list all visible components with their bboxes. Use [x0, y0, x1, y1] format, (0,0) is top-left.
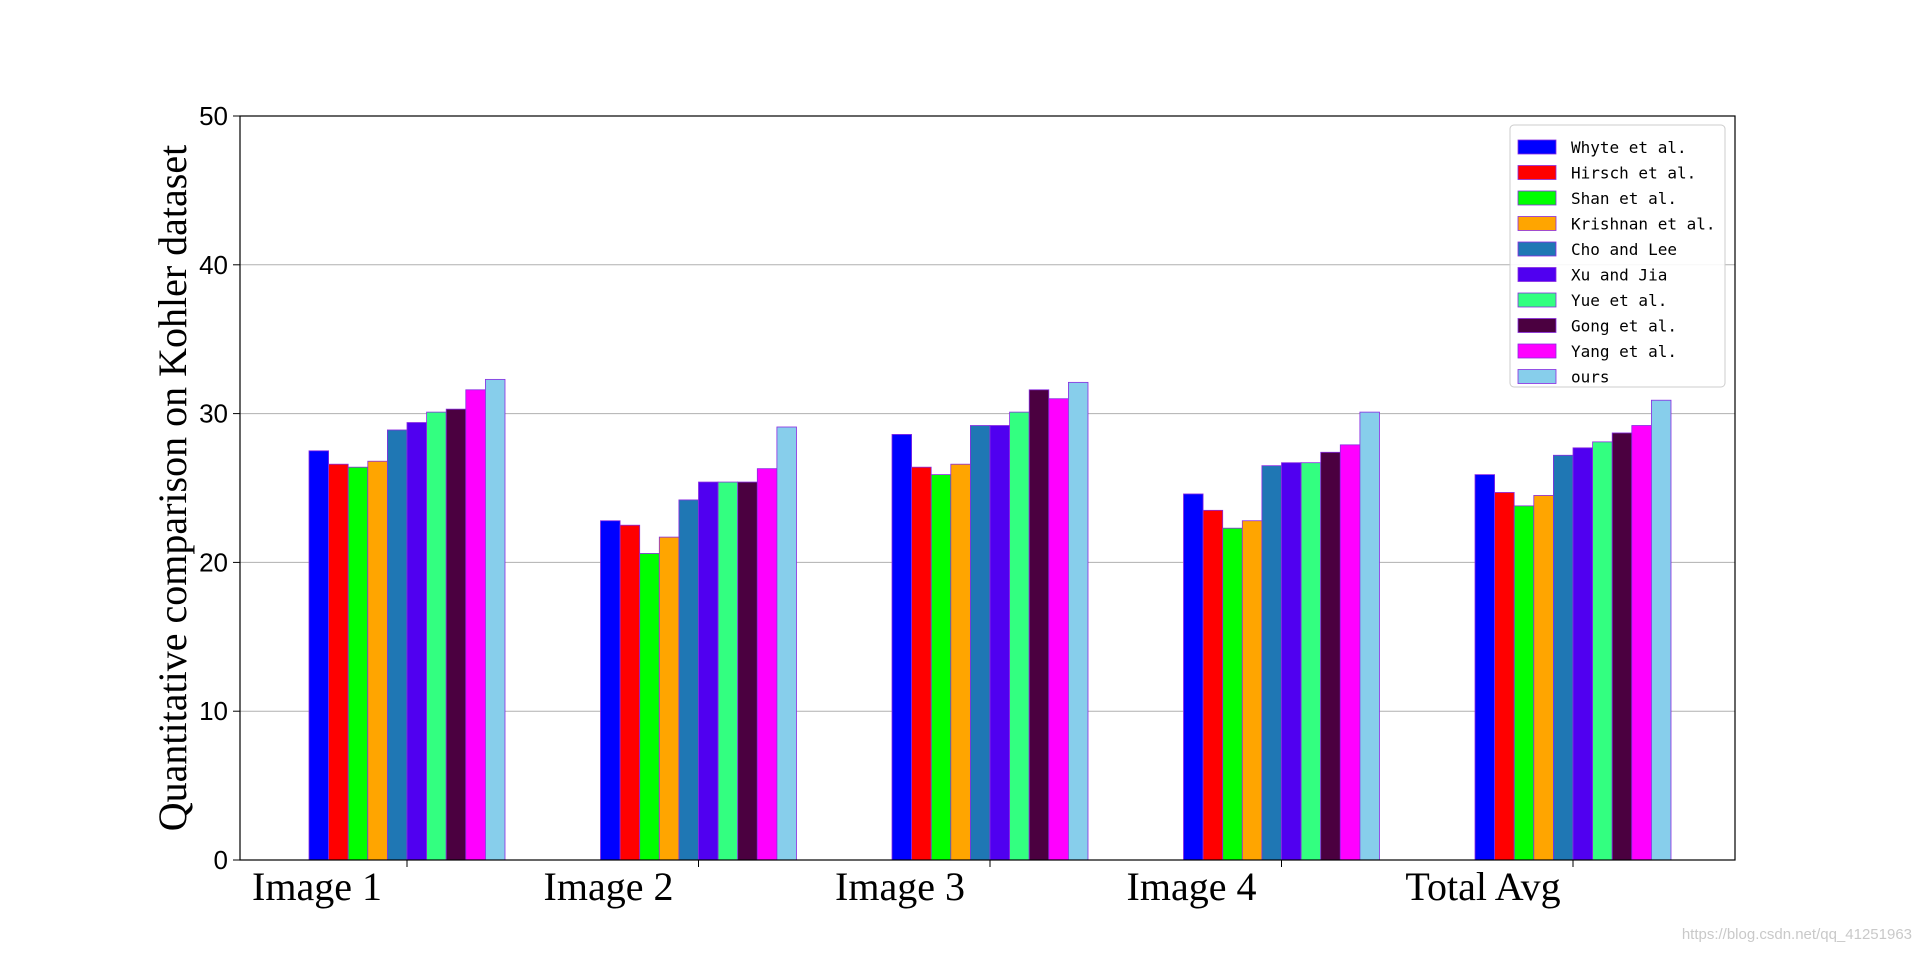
bar-xu-and-jia-0 — [406, 422, 428, 861]
bar-shan-et-al--3 — [1222, 527, 1243, 861]
bar-hirsch-et-al--3 — [1202, 509, 1224, 861]
bar-krishnan-et-al--2 — [950, 463, 971, 861]
bar-krishnan-et-al--1 — [658, 536, 680, 861]
legend-swatch — [1517, 369, 1557, 384]
bar-cho-and-lee-2 — [970, 425, 991, 861]
bar-yang-et-al--1 — [756, 468, 778, 861]
watermark: https://blog.csdn.net/qq_41251963 — [1681, 926, 1912, 943]
y-tick-label: 50 — [199, 101, 228, 131]
bar-ours-1 — [776, 426, 797, 861]
bar-yue-et-al--3 — [1300, 462, 1322, 861]
bar-cho-and-lee-4 — [1553, 454, 1574, 861]
legend-swatch — [1517, 216, 1557, 231]
bar-yue-et-al--2 — [1009, 411, 1030, 861]
bar-hirsch-et-al--1 — [619, 524, 641, 861]
bar-shan-et-al--2 — [930, 474, 952, 861]
legend-swatch — [1517, 318, 1557, 333]
plot-frame — [239, 115, 1736, 861]
bar-gong-et-al--0 — [445, 408, 467, 861]
bar-whyte-et-al--2 — [891, 434, 913, 861]
legend-swatch — [1517, 343, 1557, 359]
bar-yang-et-al--0 — [465, 389, 486, 861]
bar-xu-and-jia-2 — [989, 425, 1011, 861]
bar-whyte-et-al--1 — [600, 520, 621, 861]
bar-whyte-et-al--4 — [1474, 474, 1496, 861]
legend-swatch — [1517, 267, 1557, 282]
bar-hirsch-et-al--2 — [911, 466, 932, 861]
bar-gong-et-al--3 — [1320, 451, 1341, 861]
legend-label: Hirsch et al. — [1571, 164, 1696, 183]
legend-label: Xu and Jia — [1571, 266, 1667, 285]
bar-gong-et-al--2 — [1028, 389, 1050, 861]
legend-swatch — [1517, 165, 1557, 180]
bar-cho-and-lee-0 — [386, 429, 408, 861]
bar-hirsch-et-al--0 — [328, 463, 349, 861]
x-tick-label: Image 1 — [252, 864, 382, 909]
bar-ours-2 — [1068, 381, 1089, 861]
x-tick-label: Image 4 — [1127, 864, 1257, 909]
legend-label: Whyte et al. — [1571, 138, 1687, 157]
y-axis-ticks: 0 10 20 30 40 50 — [199, 101, 240, 875]
bar-cho-and-lee-3 — [1261, 465, 1282, 861]
bar-hirsch-et-al--4 — [1494, 492, 1515, 861]
bar-xu-and-jia-3 — [1281, 462, 1302, 861]
bar-shan-et-al--4 — [1513, 505, 1535, 861]
bar-gong-et-al--1 — [737, 481, 758, 861]
bar-xu-and-jia-4 — [1572, 447, 1594, 861]
bar-yue-et-al--4 — [1592, 441, 1613, 861]
x-axis-ticks: Image 1 Image 2 Image 3 Image 4 Total Avg — [252, 860, 1574, 909]
legend-label: Yang et al. — [1571, 342, 1677, 361]
bar-ours-0 — [484, 378, 506, 861]
bar-shan-et-al--0 — [347, 466, 369, 861]
y-tick-label: 0 — [214, 845, 228, 875]
y-tick-label: 30 — [199, 399, 228, 429]
bar-gong-et-al--4 — [1611, 432, 1633, 861]
legend-frame — [1509, 124, 1726, 388]
legend-label: Gong et al. — [1571, 317, 1677, 336]
bar-whyte-et-al--3 — [1183, 493, 1204, 861]
legend: Whyte et al. Hirsch et al. Shan et al. Kris… — [1509, 124, 1726, 388]
x-tick-label: Image 3 — [835, 864, 965, 909]
bar-shan-et-al--1 — [639, 553, 660, 861]
bar-yue-et-al--1 — [717, 481, 739, 861]
bar-whyte-et-al--0 — [308, 450, 330, 861]
bar-yang-et-al--4 — [1631, 425, 1652, 861]
y-tick-label: 20 — [199, 547, 228, 577]
legend-label: Cho and Lee — [1571, 240, 1677, 259]
legend-swatch — [1517, 190, 1557, 206]
bar-krishnan-et-al--4 — [1533, 495, 1554, 861]
bar-yang-et-al--2 — [1048, 398, 1069, 861]
legend-label: ours — [1571, 368, 1610, 387]
y-tick-label: 10 — [199, 696, 228, 726]
legend-label: Yue et al. — [1571, 291, 1667, 310]
bar-xu-and-jia-1 — [698, 481, 719, 861]
bar-ours-4 — [1651, 399, 1672, 861]
legend-swatch — [1517, 241, 1557, 257]
bar-ours-3 — [1359, 411, 1380, 861]
bars — [308, 378, 1672, 861]
x-tick-label: Total Avg — [1405, 864, 1560, 909]
y-axis-label: Quantitative comparison on Kohler datase… — [150, 145, 195, 831]
bar-yue-et-al--0 — [426, 411, 447, 861]
bar-krishnan-et-al--3 — [1241, 520, 1263, 861]
x-tick-label: Image 2 — [544, 864, 674, 909]
bar-krishnan-et-al--0 — [367, 460, 388, 861]
legend-label: Krishnan et al. — [1571, 215, 1716, 234]
legend-swatch — [1517, 292, 1557, 308]
bar-cho-and-lee-1 — [678, 499, 699, 861]
legend-swatch — [1517, 139, 1557, 155]
y-tick-label: 40 — [199, 250, 228, 280]
bar-yang-et-al--3 — [1339, 444, 1361, 861]
legend-label: Shan et al. — [1571, 189, 1677, 208]
